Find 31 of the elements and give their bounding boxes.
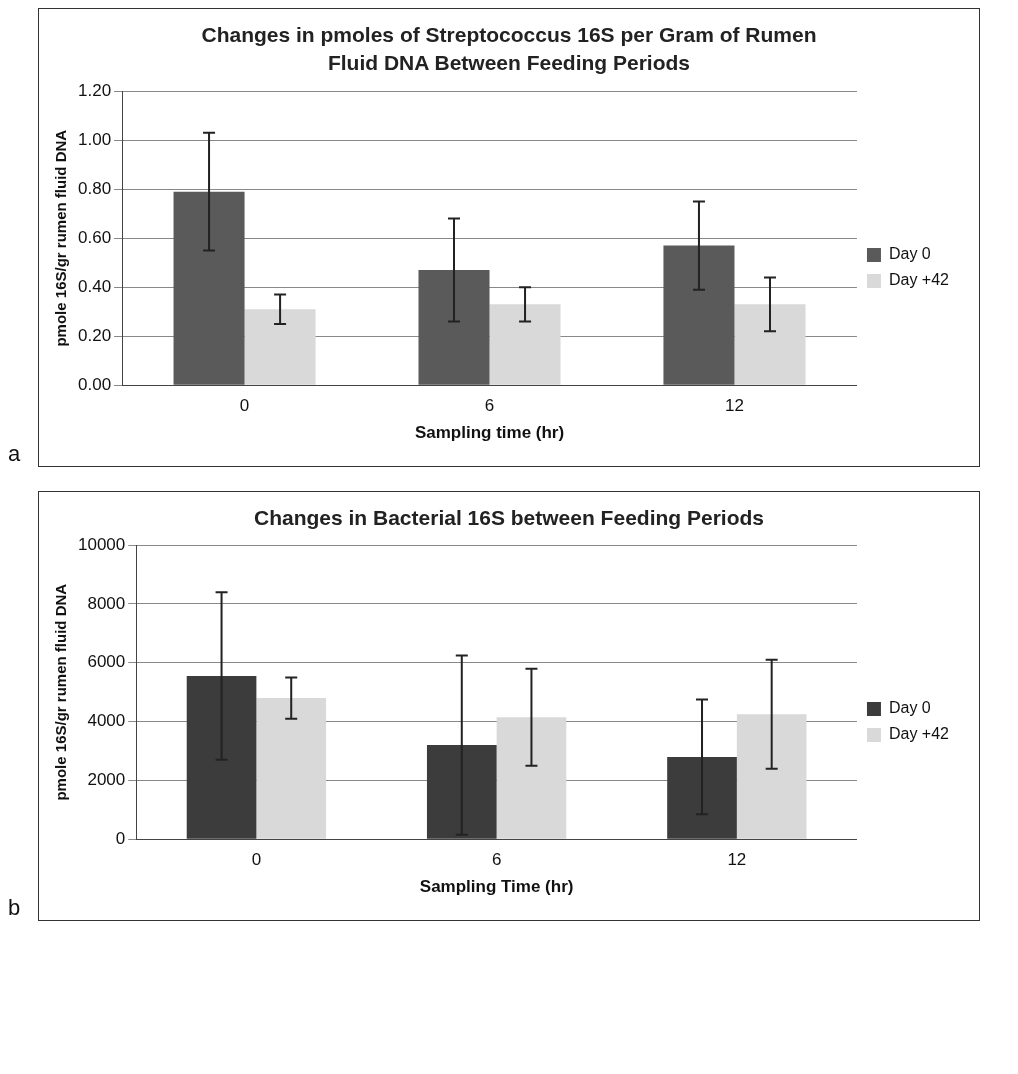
y-tick-label: 0.00 bbox=[77, 374, 112, 394]
text: a bbox=[8, 440, 22, 467]
y-tick-label: 0.60 bbox=[77, 227, 112, 247]
x-tick-label: 0 bbox=[239, 395, 250, 415]
x-tick-label: 6 bbox=[484, 395, 495, 415]
x-axis-title: Sampling Time (hr) bbox=[419, 877, 574, 897]
text: b bbox=[8, 895, 22, 922]
legend-label: Day +42 bbox=[888, 271, 950, 289]
y-tick-label: 0 bbox=[115, 828, 126, 848]
x-tick-label: 12 bbox=[725, 395, 744, 415]
chart-title: Changes in pmoles of Streptococcus 16S per Gram of Rumen Fluid DNA Between Feeding Periods bbox=[200, 22, 818, 77]
y-tick-label: 0.20 bbox=[77, 325, 112, 345]
legend-label: Day 0 bbox=[888, 699, 931, 717]
y-axis-title: pmole 16S/gr rumen fluid DNA bbox=[52, 583, 70, 801]
chart-title: Changes in Bacterial 16S between Feeding Periods bbox=[253, 504, 765, 531]
y-tick-label: 2000 bbox=[87, 770, 126, 790]
y-tick-label: 1.20 bbox=[77, 80, 112, 100]
y-tick-label: 10000 bbox=[77, 534, 126, 554]
x-tick-label: 6 bbox=[491, 850, 502, 870]
legend-label: Day 0 bbox=[888, 245, 931, 263]
y-tick-label: 0.80 bbox=[77, 178, 112, 198]
x-axis-title: Sampling time (hr) bbox=[414, 423, 565, 443]
x-tick-label: 12 bbox=[727, 850, 747, 870]
y-tick-label: 1.00 bbox=[77, 129, 112, 149]
x-tick-label: 0 bbox=[251, 850, 262, 870]
y-tick-label: 8000 bbox=[87, 593, 126, 613]
y-tick-label: 6000 bbox=[87, 652, 126, 672]
legend-label: Day +42 bbox=[888, 725, 950, 743]
y-axis-title: pmole 16S/gr rumen fluid DNA bbox=[52, 129, 70, 347]
y-tick-label: 4000 bbox=[87, 711, 126, 731]
y-tick-label: 0.40 bbox=[77, 276, 112, 296]
